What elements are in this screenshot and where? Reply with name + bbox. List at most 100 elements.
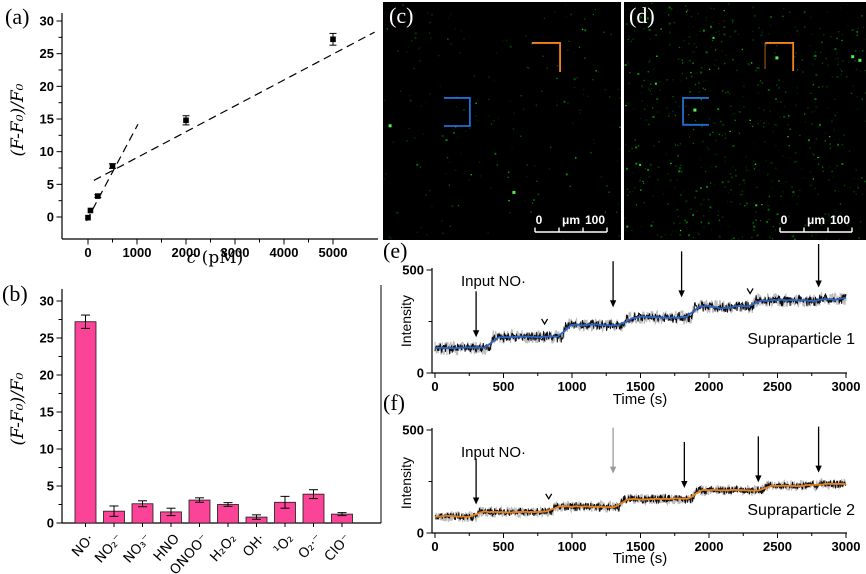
speckle <box>711 27 713 30</box>
speckle <box>685 77 688 79</box>
b-category-label: OH· <box>240 531 269 560</box>
speckle <box>701 126 703 128</box>
speckle <box>702 140 705 143</box>
speckle <box>799 134 801 137</box>
speckle <box>651 88 653 90</box>
speckle <box>692 50 695 53</box>
speckle <box>727 91 729 93</box>
panel-a-calibration-plot: 0 5 10 15 20 25 30 0 1000 2000 3000 4000 5000 <box>40 13 378 260</box>
speckle <box>730 176 733 179</box>
speckle <box>699 30 701 32</box>
speckle <box>810 92 812 94</box>
a-x-tick-label: 3000 <box>221 245 250 260</box>
speckle <box>554 11 556 13</box>
speckle <box>717 67 720 70</box>
speckle <box>737 110 739 113</box>
speckle <box>487 232 489 234</box>
speckle <box>525 35 527 37</box>
speckle <box>658 166 660 168</box>
speckle <box>524 199 526 202</box>
speckle <box>685 11 688 13</box>
speckle <box>767 208 770 211</box>
speckle <box>760 119 762 122</box>
speckle <box>813 55 815 57</box>
speckle <box>717 108 720 111</box>
a-y-tick-label: 20 <box>40 79 54 94</box>
speckle <box>425 101 427 104</box>
speckle <box>690 208 692 210</box>
speckle <box>794 26 796 28</box>
input-arrow-short <box>746 288 754 295</box>
speckle <box>789 157 791 159</box>
speckle <box>493 80 495 82</box>
speckle <box>820 218 822 220</box>
speckle <box>810 184 812 186</box>
speckle <box>697 12 699 15</box>
speckle <box>843 147 846 149</box>
speckle <box>837 143 840 146</box>
speckle <box>840 74 842 76</box>
speckle <box>841 34 844 36</box>
speckle <box>672 110 674 112</box>
a-x-axis-label-variable: c <box>186 248 197 268</box>
speckle <box>626 102 629 104</box>
speckle <box>754 163 757 165</box>
speckle <box>812 178 814 180</box>
speckle <box>592 13 594 15</box>
speckle <box>727 192 729 194</box>
speckle <box>700 220 702 223</box>
speckle <box>796 30 798 32</box>
speckle <box>646 26 649 29</box>
speckle <box>422 133 424 135</box>
speckle <box>856 184 859 186</box>
fit-line <box>86 123 139 222</box>
speckle <box>429 93 431 95</box>
x-tick-label: 1500 <box>626 379 655 394</box>
speckle <box>665 153 667 155</box>
speckle <box>732 19 734 21</box>
speckle <box>814 110 816 112</box>
speckle <box>659 81 661 83</box>
speckle <box>475 115 477 117</box>
speckle <box>852 85 854 87</box>
speckle <box>511 148 513 150</box>
speckle <box>628 82 631 85</box>
speckle <box>695 190 698 193</box>
speckle <box>441 220 443 222</box>
speckle <box>643 79 645 82</box>
speckle <box>741 48 743 51</box>
speckle <box>775 84 778 87</box>
speckle <box>766 220 768 223</box>
speckle <box>782 155 784 157</box>
y-tick-label: 0 <box>417 526 424 541</box>
input-arrow-head <box>681 481 688 489</box>
speckle <box>556 77 558 80</box>
speckle <box>449 161 451 163</box>
bar-4 <box>188 499 211 524</box>
speckle <box>732 59 734 61</box>
speckle <box>793 193 796 195</box>
speckle <box>575 157 577 159</box>
speckle <box>681 47 683 49</box>
speckle <box>848 61 850 64</box>
speckle <box>590 152 592 154</box>
speckle <box>704 79 707 82</box>
speckle <box>392 141 395 144</box>
speckle <box>460 30 463 32</box>
speckle <box>793 238 796 240</box>
speckle <box>743 106 745 108</box>
speckle <box>804 26 806 28</box>
speckle <box>836 52 838 54</box>
x-tick-label: 3000 <box>832 379 861 394</box>
speckle <box>841 225 843 227</box>
speckle <box>730 200 733 203</box>
speckle <box>632 38 634 40</box>
speckle <box>767 205 769 207</box>
speckle <box>728 93 731 95</box>
speckle <box>618 202 620 205</box>
speckle <box>652 221 654 223</box>
speckle <box>817 163 820 165</box>
speckle <box>688 234 690 237</box>
speckle <box>542 55 544 57</box>
speckle <box>727 2 730 5</box>
